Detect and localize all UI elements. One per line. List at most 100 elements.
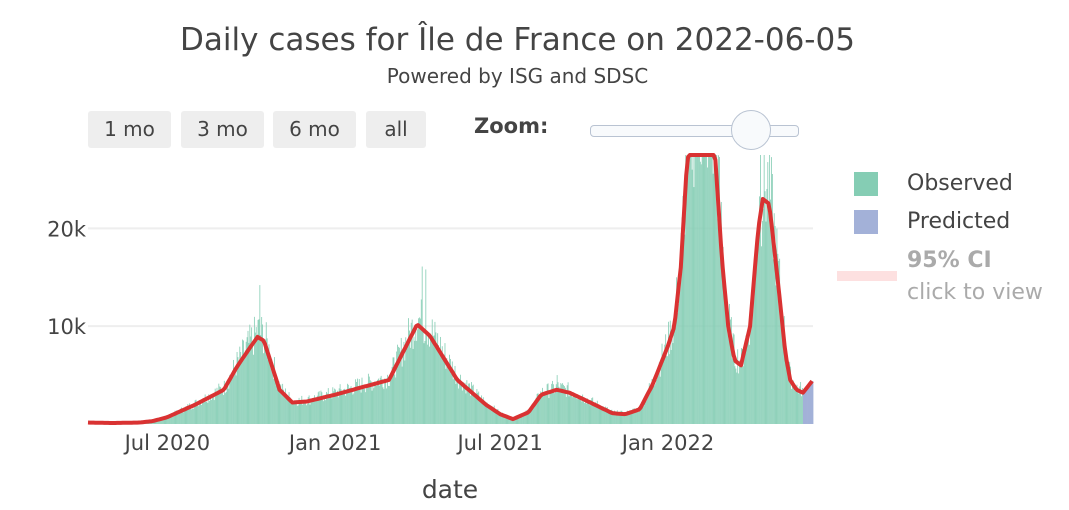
zoom-slider-thumb[interactable]	[731, 110, 771, 150]
observed-bar	[412, 348, 414, 424]
observed-bar	[802, 388, 803, 424]
observed-bar	[292, 401, 294, 424]
observed-bar	[353, 393, 355, 424]
observed-bar	[513, 419, 515, 424]
observed-bar	[578, 398, 580, 424]
observed-bar	[651, 379, 653, 424]
x-axis-ticks: Jul 2020 Jan 2021 Jul 2021 Jan 2022	[123, 431, 715, 455]
range-button-all[interactable]: all	[366, 111, 426, 148]
observed-bar	[229, 374, 231, 424]
observed-bar	[714, 165, 716, 424]
observed-bar	[469, 383, 471, 424]
observed-bar	[643, 406, 645, 424]
legend-predicted-label[interactable]: Predicted	[907, 209, 1011, 234]
observed-bar	[244, 350, 246, 424]
observed-bar	[636, 409, 637, 424]
observed-bar	[274, 357, 275, 424]
observed-bar	[378, 385, 380, 424]
observed-bar	[203, 400, 205, 424]
legend-ci-hint[interactable]: click to view	[907, 280, 1043, 305]
observed-bar	[377, 379, 378, 424]
observed-bar	[706, 155, 708, 424]
observed-bar	[336, 390, 338, 424]
observed-bar	[629, 410, 631, 424]
observed-bar	[694, 155, 696, 424]
observed-bar	[262, 324, 263, 424]
legend-predicted-swatch[interactable]	[854, 210, 878, 234]
observed-bar	[634, 408, 636, 424]
observed-bar	[457, 381, 459, 424]
observed-bar	[767, 162, 769, 424]
observed-bar	[481, 395, 482, 424]
observed-bar	[623, 415, 625, 424]
observed-bar	[199, 403, 201, 424]
observed-bar	[638, 406, 640, 424]
observed-bar	[610, 410, 612, 424]
observed-bar	[647, 396, 648, 424]
observed-bar	[275, 385, 277, 424]
observed-bar	[349, 387, 351, 424]
observed-bar	[678, 304, 679, 424]
observed-bar	[439, 354, 440, 424]
observed-bar	[665, 334, 667, 424]
observed-bar	[635, 410, 636, 424]
observed-bar	[533, 400, 535, 424]
observed-bar	[791, 388, 792, 424]
legend-observed-label[interactable]: Observed	[907, 171, 1013, 196]
observed-bar	[494, 408, 496, 424]
range-button-3mo[interactable]: 3 mo	[181, 111, 264, 148]
legend-observed-swatch[interactable]	[854, 172, 878, 196]
observed-bar	[773, 213, 775, 424]
observed-bar	[360, 392, 362, 424]
observed-bar	[337, 397, 339, 424]
legend-ci-swatch[interactable]	[837, 271, 897, 281]
observed-bar	[688, 155, 690, 424]
observed-bar	[270, 366, 272, 424]
observed-bar	[781, 327, 783, 424]
observed-bar	[639, 410, 641, 424]
observed-bar	[429, 333, 431, 424]
range-button-6mo[interactable]: 6 mo	[273, 111, 356, 148]
observed-bar	[497, 408, 499, 424]
observed-bar	[785, 355, 787, 424]
observed-bar	[536, 393, 538, 424]
observed-bar	[253, 316, 255, 424]
observed-bar	[417, 329, 419, 424]
observed-bar	[466, 380, 468, 424]
observed-bar	[264, 340, 265, 424]
observed-bar	[346, 383, 348, 424]
observed-bar	[299, 400, 301, 424]
observed-bar	[545, 393, 547, 424]
observed-bar	[330, 396, 332, 424]
observed-bar	[312, 400, 314, 424]
legend-ci-label[interactable]: 95% CI	[907, 248, 992, 273]
observed-bar	[425, 269, 427, 424]
observed-bar	[374, 381, 376, 424]
observed-bar	[390, 374, 392, 424]
observed-bar	[594, 403, 595, 424]
observed-bar	[362, 387, 364, 424]
observed-bar	[693, 187, 695, 424]
observed-bar	[717, 218, 719, 424]
observed-bar	[530, 412, 532, 424]
observed-bar	[554, 393, 555, 424]
observed-bar	[479, 398, 481, 424]
predicted-bar	[804, 390, 807, 424]
observed-bar	[447, 362, 449, 424]
observed-bar	[678, 273, 680, 424]
observed-bar	[797, 387, 799, 424]
observed-bar	[597, 404, 599, 424]
observed-bar	[191, 409, 192, 424]
observed-bar	[498, 413, 500, 424]
observed-bar	[593, 403, 595, 424]
observed-bar	[761, 246, 762, 424]
observed-bar	[721, 252, 723, 424]
observed-bar	[730, 319, 731, 424]
observed-bar	[563, 384, 564, 424]
observed-bar	[613, 413, 615, 424]
observed-bar	[286, 397, 288, 424]
observed-bar	[539, 399, 541, 424]
observed-bar	[627, 414, 629, 424]
observed-bar	[763, 155, 765, 424]
range-button-1mo[interactable]: 1 mo	[88, 111, 171, 148]
